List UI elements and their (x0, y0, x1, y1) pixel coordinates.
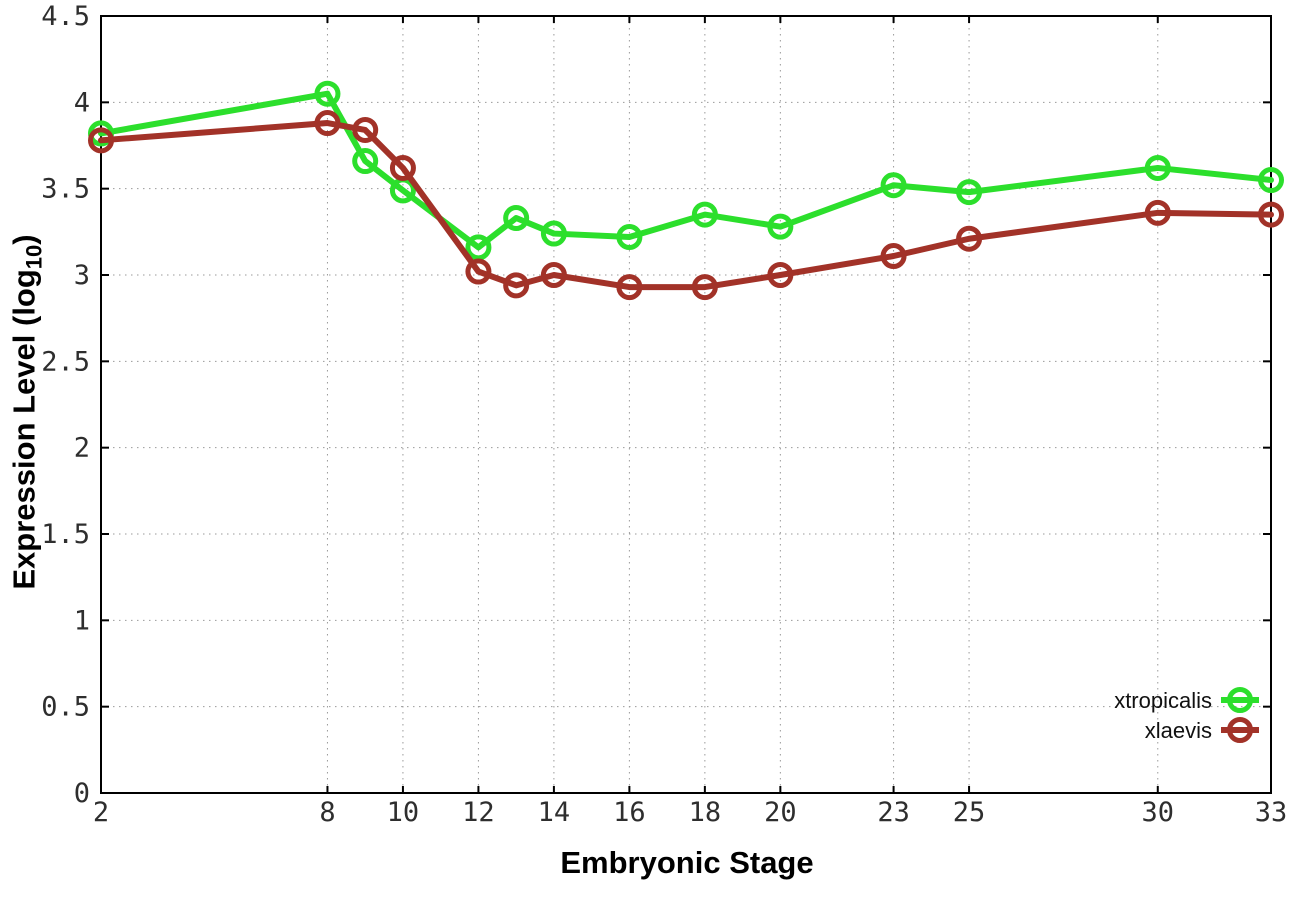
x-tick-label: 12 (462, 797, 495, 828)
data-point-xlaevis-9 (352, 116, 379, 143)
x-tick-label: 14 (538, 797, 571, 828)
data-point-xlaevis-13 (503, 272, 530, 299)
y-tick-label: 0.5 (41, 692, 90, 723)
y-axis-title-prefix: Expression Level (log (6, 269, 42, 590)
series-line-xlaevis (98, 120, 1274, 291)
data-point-xtropicalis-33 (1258, 167, 1284, 194)
x-tick-label: 25 (953, 797, 986, 828)
data-point-xtropicalis-8 (314, 80, 341, 107)
plot-border (100, 15, 1272, 794)
legend-marker-sample (1227, 687, 1253, 713)
legend-label-xtropicalis: xtropicalis (1114, 688, 1212, 713)
x-tick-label: 30 (1142, 797, 1175, 828)
x-axis-title: Embryonic Stage (560, 845, 813, 881)
x-tick-label: 8 (319, 797, 335, 828)
data-point-xtropicalis-25 (956, 179, 983, 206)
legend: xtropicalis xlaevis (1114, 687, 1259, 743)
x-tick-label: 10 (387, 797, 420, 828)
x-tick-label: 2 (93, 797, 109, 828)
y-axis-title: Expression Level (log10) (7, 234, 48, 589)
y-tick-label: 1 (74, 605, 90, 636)
data-point-xtropicalis-12 (465, 234, 492, 261)
legend-item-xtropicalis: xtropicalis (1114, 687, 1259, 713)
data-point-xtropicalis-30 (1144, 154, 1171, 181)
data-point-xlaevis-10 (389, 154, 416, 181)
data-point-xlaevis-30 (1144, 199, 1171, 226)
legend-item-xlaevis: xlaevis (1145, 717, 1259, 743)
data-point-xtropicalis-16 (616, 224, 643, 251)
x-axis-title-text: Embryonic Stage (560, 845, 814, 880)
data-point-xlaevis-23 (880, 243, 907, 270)
y-axis-title-suffix: ) (6, 234, 42, 245)
y-tick-label: 4 (74, 87, 90, 118)
x-tick-label: 16 (613, 797, 646, 828)
data-point-xtropicalis-20 (767, 213, 794, 240)
x-tick-label: 23 (877, 797, 910, 828)
x-tick-label: 33 (1255, 797, 1288, 828)
data-point-xtropicalis-13 (503, 205, 530, 232)
data-point-xlaevis-8 (314, 110, 341, 137)
data-point-xlaevis-2 (88, 127, 114, 154)
data-point-xlaevis-25 (956, 225, 983, 252)
y-axis-title-subscript: 10 (21, 244, 47, 270)
legend-marker-sample (1227, 717, 1253, 743)
data-point-xlaevis-14 (540, 262, 567, 288)
y-tick-label: 1.5 (41, 519, 90, 550)
legend-label-xlaevis: xlaevis (1145, 718, 1212, 743)
x-tick-label: 20 (764, 797, 797, 828)
data-point-xlaevis-12 (465, 258, 492, 285)
y-tick-label: 2.5 (41, 346, 90, 377)
series-xlaevis (88, 110, 1284, 301)
data-point-xlaevis-33 (1258, 201, 1284, 228)
y-tick-label: 2 (74, 433, 90, 464)
data-point-xlaevis-16 (616, 274, 643, 301)
data-point-xlaevis-20 (767, 262, 794, 288)
y-tick-label: 0 (74, 778, 90, 809)
x-tick-label: 18 (689, 797, 722, 828)
series-xtropicalis (88, 80, 1284, 261)
data-point-xtropicalis-14 (540, 220, 567, 247)
data-point-xtropicalis-9 (352, 148, 379, 175)
data-point-xlaevis-18 (691, 274, 718, 301)
data-point-xtropicalis-18 (691, 201, 718, 228)
y-tick-label: 3 (74, 260, 90, 291)
y-tick-label: 4.5 (41, 1, 90, 32)
y-tick-label: 3.5 (41, 174, 90, 205)
data-point-xtropicalis-23 (880, 172, 907, 199)
